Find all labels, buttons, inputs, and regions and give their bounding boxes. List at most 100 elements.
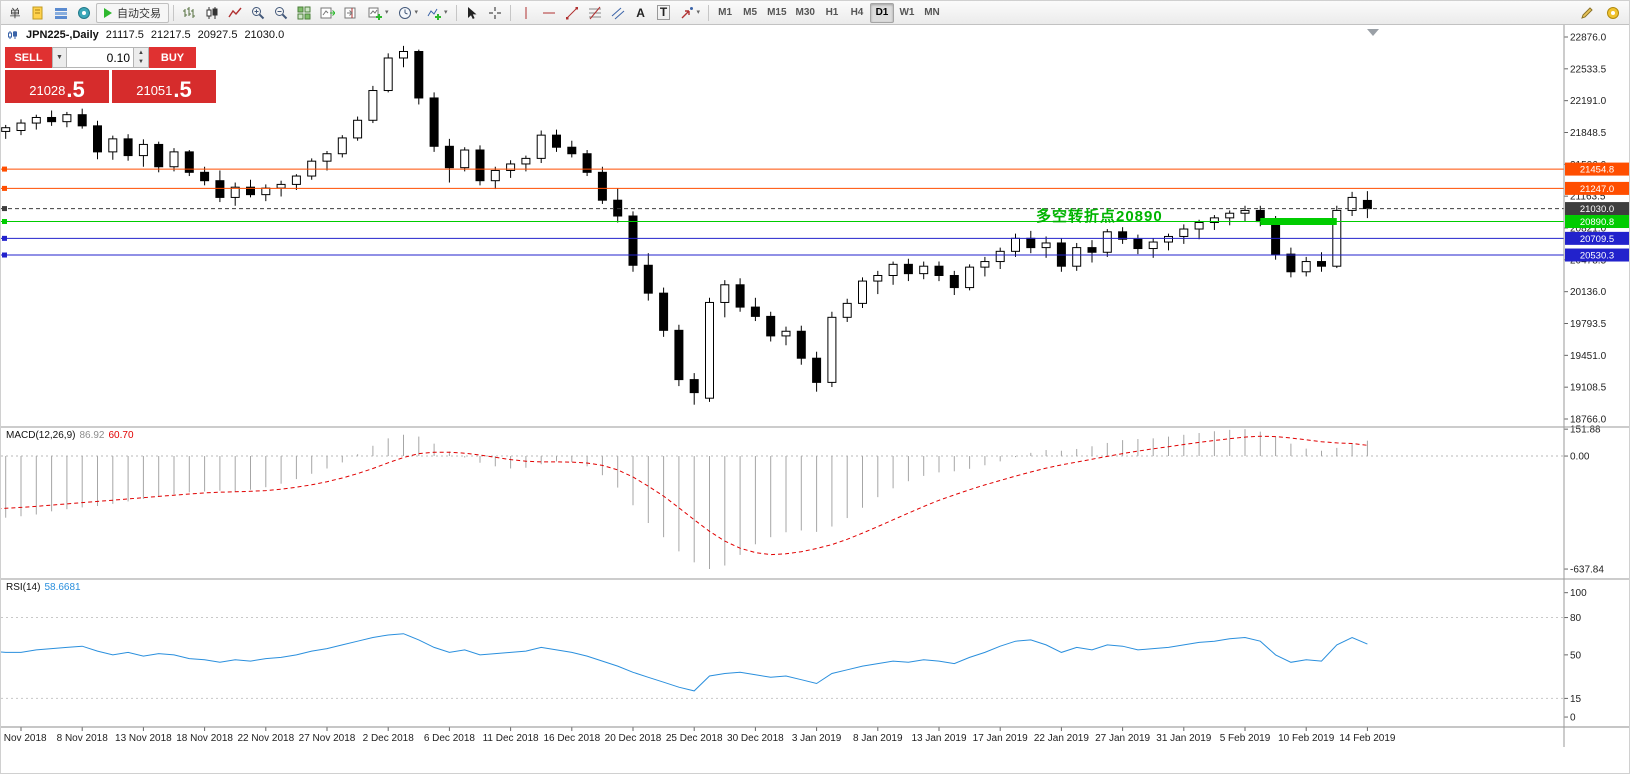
market-watch-icon[interactable] [50, 3, 72, 23]
candle-bearish [47, 116, 57, 123]
sell-price[interactable]: 21028 .5 [5, 70, 109, 103]
candle-bearish [659, 292, 669, 331]
level-line-handle[interactable] [2, 219, 7, 225]
level-line-handle[interactable] [2, 185, 7, 191]
volume-down-button[interactable]: ▼ [134, 57, 148, 67]
timeframe-h1-button[interactable]: H1 [820, 3, 844, 23]
level-line-handle[interactable] [2, 252, 7, 258]
candle-bullish [460, 149, 470, 169]
date-axis-label: 27 Nov 2018 [299, 733, 356, 744]
candle-bearish [184, 151, 194, 173]
zoom-out-button[interactable] [270, 3, 292, 23]
timeframe-m30-button[interactable]: M30 [792, 3, 819, 23]
new-order-icon[interactable] [27, 3, 49, 23]
timeframe-m15-button[interactable]: M15 [763, 3, 790, 23]
crosshair-tool-button[interactable] [484, 3, 506, 23]
fibonacci-tool-button[interactable] [584, 3, 606, 23]
date-axis-label: 10 Feb 2019 [1278, 733, 1335, 744]
chevron-up-icon: ▲ [138, 49, 144, 56]
rsi-axis-label: 50 [1570, 650, 1582, 661]
price-axis-label: 19793.5 [1570, 319, 1607, 330]
candle-bearish [200, 171, 210, 182]
level-line-handle[interactable] [2, 235, 7, 241]
zoom-in-icon [252, 6, 265, 19]
trendline-tool-button[interactable] [561, 3, 583, 23]
arrows-tool-button[interactable]: ▾ [676, 3, 705, 23]
text-label-tool-button[interactable]: T [653, 3, 675, 23]
level-line-handle[interactable] [2, 206, 7, 212]
candle-bearish [1118, 231, 1128, 240]
text-tool-button[interactable]: A [630, 3, 652, 23]
tile-windows-button[interactable] [293, 3, 315, 23]
channel-tool-button[interactable] [607, 3, 629, 23]
line-chart-icon [228, 7, 242, 17]
buy-price-pips: .5 [173, 77, 192, 103]
chart-shift-button[interactable] [340, 3, 363, 23]
edit-button[interactable] [1576, 3, 1598, 23]
buy-button[interactable]: BUY [149, 47, 196, 68]
date-axis-label: 8 Nov 2018 [57, 733, 109, 744]
indicators-button[interactable]: ▾ [423, 3, 452, 23]
rsi-indicator-label: RSI(14) 58.6681 [6, 582, 81, 593]
auto-scroll-button[interactable] [316, 3, 339, 23]
text-tool-icon: A [636, 5, 645, 20]
ohlc-close: 21030.0 [244, 29, 285, 41]
line-chart-type-button[interactable] [224, 3, 246, 23]
annotation-text[interactable]: 多空转折点20890 [1036, 208, 1163, 225]
chart-shift-marker[interactable] [1367, 29, 1379, 36]
new-order-menu-button[interactable]: 单 [4, 3, 26, 23]
candle-bearish [414, 50, 424, 99]
sell-button[interactable]: SELL [5, 47, 52, 68]
candle-bearish [552, 134, 561, 148]
candle-bullish [353, 119, 363, 139]
rsi-value: 58.6681 [44, 582, 81, 593]
level-line-handle[interactable] [2, 166, 7, 172]
rsi-axis-label: 0 [1570, 713, 1576, 724]
level-badge-label: 21247.0 [1580, 184, 1614, 195]
period-button[interactable]: ▾ [394, 3, 423, 23]
candle-bearish [93, 125, 102, 153]
volume-up-button[interactable]: ▲ [134, 48, 148, 58]
sell-price-pips: .5 [66, 77, 85, 103]
cursor-tool-button[interactable] [461, 3, 483, 23]
level-badge-label: 21030.0 [1580, 204, 1614, 215]
timeframe-m1-button[interactable]: M1 [713, 3, 737, 23]
candle-bullish [521, 157, 531, 165]
buy-price[interactable]: 21051 .5 [112, 70, 216, 103]
chart-shift-icon [344, 7, 356, 18]
date-axis-label: 14 Feb 2019 [1339, 733, 1396, 744]
date-axis-label: 6 Dec 2018 [424, 733, 476, 744]
candle-bullish [1179, 228, 1189, 237]
vertical-line-tool-button[interactable] [515, 3, 537, 23]
expert-advisors-icon[interactable] [73, 3, 95, 23]
autotrade-button[interactable]: 自动交易 [96, 2, 169, 23]
date-axis-label: 5 Feb 2019 [1220, 733, 1271, 744]
bar-chart-type-button[interactable] [178, 3, 200, 23]
community-button[interactable] [1602, 3, 1624, 23]
timeframe-m5-button[interactable]: M5 [738, 3, 762, 23]
candle-bearish [475, 149, 485, 182]
candle-bullish [62, 114, 72, 123]
level-badge-label: 20890.8 [1580, 217, 1614, 228]
timeframe-d1-button[interactable]: D1 [869, 2, 894, 23]
trendline-icon [565, 6, 578, 19]
level-badge-label: 20530.3 [1580, 251, 1614, 262]
level-price-badge [1565, 248, 1629, 262]
volume-input[interactable] [67, 47, 134, 68]
candle-bullish [31, 116, 41, 124]
date-axis-label: 31 Jan 2019 [1156, 733, 1211, 744]
order-doc-icon [32, 6, 43, 19]
horizontal-line-tool-button[interactable] [538, 3, 560, 23]
candle-bullish [1072, 247, 1082, 267]
order-type-dropdown[interactable]: ▼ [52, 47, 67, 68]
expert-advisors-glyph [78, 6, 90, 19]
candle-bullish [827, 316, 837, 383]
zoom-in-button[interactable] [247, 3, 269, 23]
candle-bearish [643, 264, 653, 294]
timeframe-h4-button[interactable]: H4 [845, 3, 869, 23]
new-chart-button[interactable]: ▾ [364, 3, 393, 23]
candlestick-chart-type-button[interactable] [201, 3, 223, 23]
timeframe-mn-button[interactable]: MN [920, 3, 944, 23]
timeframe-w1-button[interactable]: W1 [895, 3, 919, 23]
